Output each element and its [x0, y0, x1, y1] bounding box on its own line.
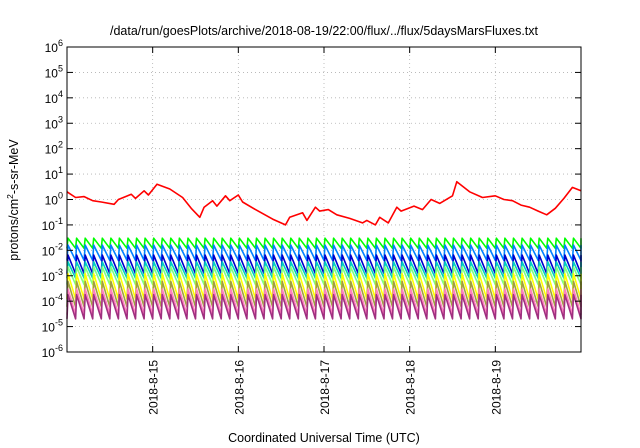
series-line-1 — [66, 180, 582, 226]
y-tick-label: 10-2 — [42, 241, 63, 258]
y-tick-label: 10-5 — [42, 318, 63, 335]
y-tick-label: 103 — [45, 114, 63, 131]
x-tick-label: 2018-8-17 — [318, 360, 332, 415]
y-tick-label: 10-3 — [42, 267, 63, 284]
y-tick-label: 100 — [45, 191, 63, 208]
y-tick-label: 101 — [45, 165, 63, 182]
y-tick-label: 102 — [45, 140, 63, 157]
series-group — [66, 180, 582, 320]
y-axis-label: protons/cm2-s-sr-MeV — [5, 139, 21, 261]
y-axis-label-sup: 2 — [5, 194, 15, 199]
x-axis-label: Coordinated Universal Time (UTC) — [228, 431, 420, 445]
y-tick-label: 105 — [45, 63, 63, 80]
y-tick-label: 10-1 — [42, 216, 63, 233]
chart-title: /data/run/goesPlots/archive/2018-08-19/2… — [110, 24, 539, 38]
x-tick-label: 2018-8-16 — [232, 360, 246, 415]
y-tick-label: 10-4 — [42, 292, 63, 309]
y-axis-label-base: protons/cm — [7, 199, 21, 261]
series-line-10 — [66, 293, 582, 320]
x-tick-label: 2018-8-18 — [404, 360, 418, 415]
x-tick-label: 2018-8-19 — [489, 360, 503, 415]
y-tick-label: 10-6 — [42, 343, 63, 360]
y-tick-label: 106 — [45, 38, 63, 55]
x-tick-label: 2018-8-15 — [147, 360, 161, 415]
ticks: 106 105 104 103 102 101 100 10-1 10-2 10-3 10-4 10-… — [42, 38, 581, 415]
y-axis-label-rest: -s-sr-MeV — [7, 139, 21, 195]
y-tick-label: 104 — [45, 89, 63, 106]
